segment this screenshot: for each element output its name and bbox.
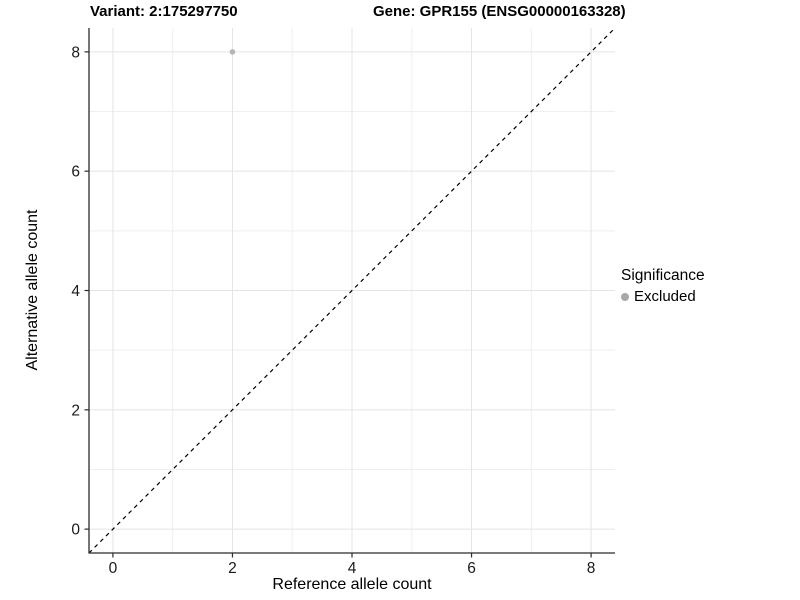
- svg-text:2: 2: [228, 560, 237, 577]
- excluded-point-icon: [621, 292, 629, 301]
- legend: Significance Excluded: [621, 267, 705, 305]
- data-points: [229, 49, 236, 55]
- x-axis-title: Reference allele count: [272, 576, 432, 593]
- legend-item-label: Excluded: [634, 288, 696, 305]
- tick-labels: 0 2 4 6 8 0 2 4 6 8: [71, 44, 595, 577]
- data-point: [229, 49, 236, 55]
- svg-text:4: 4: [348, 560, 357, 577]
- svg-text:6: 6: [71, 164, 80, 181]
- svg-text:8: 8: [587, 560, 596, 577]
- svg-text:0: 0: [109, 560, 118, 577]
- plot-title-variant: Variant: 2:175297750: [90, 3, 238, 20]
- legend-title: Significance: [621, 267, 705, 284]
- svg-text:6: 6: [467, 560, 476, 577]
- plot-title-gene: Gene: GPR155 (ENSG00000163328): [373, 3, 626, 20]
- svg-text:2: 2: [71, 402, 80, 419]
- svg-text:4: 4: [71, 283, 80, 300]
- identity-dashed-line: [88, 27, 616, 554]
- svg-text:8: 8: [71, 44, 80, 61]
- legend-item-excluded: Excluded: [621, 288, 705, 305]
- axis-ticks: [84, 51, 592, 558]
- svg-text:0: 0: [71, 522, 80, 539]
